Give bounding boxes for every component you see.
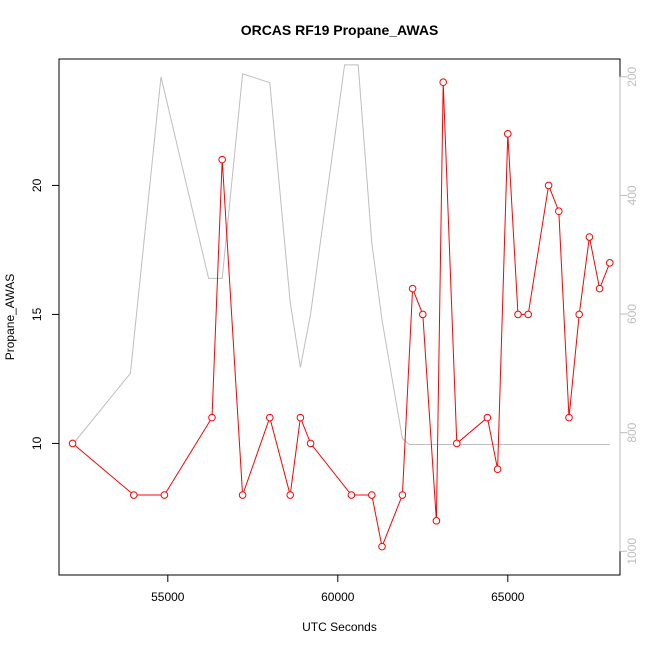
y-tick-label: 20: [30, 178, 44, 192]
data-point: [238, 491, 247, 499]
data-point: [504, 130, 512, 138]
right-tick-label: 400: [625, 185, 639, 205]
right-tick-label: 600: [625, 304, 639, 324]
data-point: [266, 413, 274, 422]
x-axis-label: UTC Seconds: [302, 620, 377, 634]
data-point: [514, 310, 522, 319]
data-point: [595, 284, 604, 293]
data-point: [544, 181, 553, 190]
y-axis-label: Propane_AWAS: [3, 274, 17, 361]
x-tick-label: 55000: [151, 590, 185, 604]
data-point: [296, 413, 305, 422]
data-point: [347, 491, 356, 499]
right-tick-label: 200: [625, 66, 639, 86]
y-axis: 10 15 20: [30, 178, 60, 450]
data-point: [408, 284, 417, 293]
x-tick-label: 60000: [321, 590, 355, 604]
data-point: [286, 491, 295, 499]
data-point: [130, 491, 138, 499]
right-tick-label: 1000: [625, 538, 639, 565]
data-point: [398, 491, 407, 499]
data-point: [378, 542, 386, 551]
data-point: [606, 259, 614, 267]
data-point: [68, 439, 77, 448]
data-point: [524, 310, 533, 319]
x-axis: 55000 60000 65000: [151, 574, 525, 604]
data-point: [483, 413, 492, 422]
series-layer: [68, 64, 614, 551]
data-point: [493, 465, 502, 474]
grey-series-line: [72, 64, 610, 445]
data-point: [419, 310, 427, 319]
data-point: [160, 491, 169, 499]
data-point: [453, 439, 461, 448]
data-point: [218, 155, 226, 164]
y-tick-label: 15: [30, 307, 44, 321]
right-axis: 200 400 600 800 1000: [619, 66, 639, 565]
plot-frame: [58, 58, 621, 576]
data-point: [585, 233, 594, 241]
data-point: [439, 78, 448, 87]
data-point: [432, 517, 441, 525]
data-point: [368, 491, 376, 499]
y-tick-label: 10: [30, 436, 44, 450]
data-point: [306, 439, 315, 448]
data-point: [575, 310, 584, 319]
data-point: [555, 207, 563, 216]
chart-title: ORCAS RF19 Propane_AWAS: [241, 22, 439, 38]
x-tick-label: 65000: [491, 590, 525, 604]
data-point: [565, 413, 573, 422]
right-tick-label: 800: [625, 422, 639, 442]
data-point: [208, 413, 216, 422]
